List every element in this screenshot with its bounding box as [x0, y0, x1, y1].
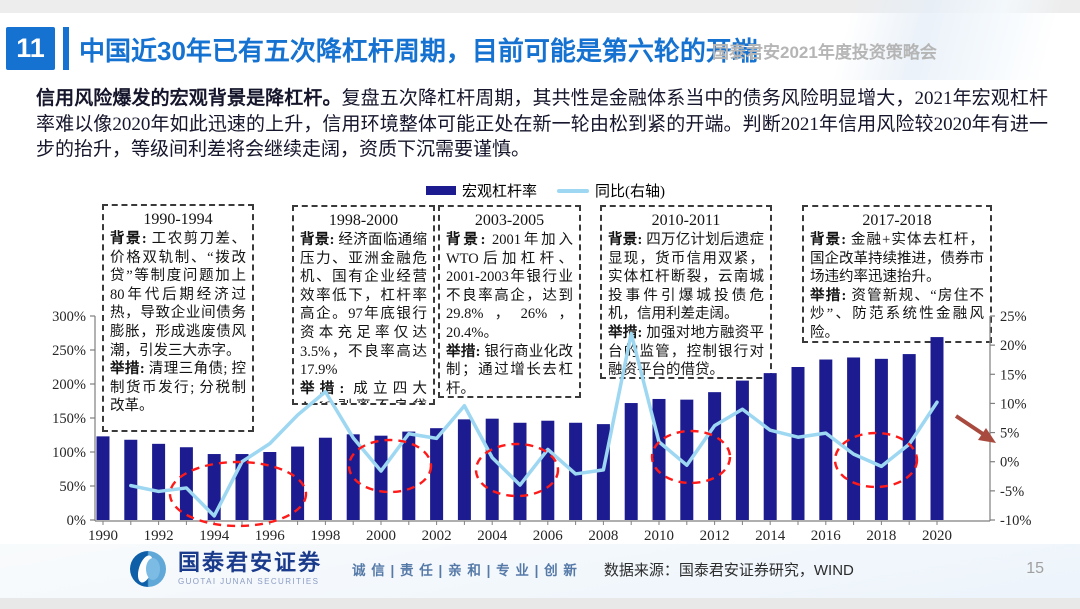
annotation-box-1990-1994: 1990-1994 背景: 工农剪刀差、价格双轨制、“拨改贷”等制度问题加上80… — [102, 204, 254, 432]
brand-name: 国泰君安证券 — [178, 550, 323, 575]
svg-text:2012: 2012 — [700, 528, 730, 544]
svg-text:300%: 300% — [52, 309, 86, 325]
annotation-box-1998-2000: 1998-2000 背景: 经济面临通缩压力、亚洲金融危机、国有企业经营效率低下… — [292, 205, 435, 405]
svg-text:2004: 2004 — [477, 528, 508, 544]
svg-text:2006: 2006 — [533, 528, 564, 544]
measures-text: 举措: 加强对地方融资平台的监管，控制银行对融资平台的借贷。 — [608, 324, 765, 379]
svg-text:1996: 1996 — [255, 528, 286, 544]
slide-title: 中国近30年已有五次降杠杆周期，目前可能是第六轮的开端 — [79, 36, 758, 66]
svg-text:5%: 5% — [1000, 426, 1019, 442]
svg-text:1994: 1994 — [199, 528, 230, 544]
svg-text:1990: 1990 — [88, 528, 118, 544]
measures-text: 举措: 资管新规、“房住不炒”、防范系统性金融风险。 — [810, 287, 984, 341]
top-right-decoration — [720, 0, 1080, 80]
svg-text:2008: 2008 — [588, 528, 618, 544]
svg-text:50%: 50% — [59, 479, 86, 495]
svg-text:20%: 20% — [1000, 338, 1027, 354]
background-text: 背景: 2001年加入WTO后加杠杆、2001-2003年银行业不良率高企，达到… — [446, 232, 573, 341]
annotation-box-2017-2018: 2017-2018 背景: 金融+实体去杠杆，国企改革持续推进，债券市场违约率迅… — [802, 205, 992, 343]
brand-block: 国泰君安证券 GUOTAI JUNAN SECURITIES — [178, 550, 323, 587]
svg-text:15%: 15% — [1000, 367, 1027, 383]
background-text: 背景: 工农剪刀差、价格双轨制、“拨改贷”等制度问题加上80年代后期经济过热，导… — [110, 231, 247, 359]
period-label: 1998-2000 — [328, 212, 399, 229]
slide-number-badge: 11 — [6, 27, 55, 70]
background-text: 背景: 金融+实体去杠杆，国企改革持续推进，债券市场违约率迅速抬升。 — [810, 232, 984, 286]
measures-text: 举措: 清理三角债; 控制货币发行; 分税制改革。 — [110, 361, 247, 415]
line-series-swatch — [557, 188, 590, 193]
conference-label: 国泰君安2021年度投资策略会 — [712, 43, 937, 62]
svg-text:250%: 250% — [52, 343, 86, 359]
page-number: 15 — [1026, 560, 1044, 577]
measures-text: 举措: 成立四大AMC剥离不良贷款。 — [300, 380, 427, 403]
svg-text:200%: 200% — [52, 377, 86, 393]
svg-text:2000: 2000 — [366, 528, 396, 544]
chart-legend: 宏观杠杆率 同比(右轴) — [426, 180, 665, 201]
footer-band-decoration — [0, 544, 1080, 598]
svg-text:-5%: -5% — [1000, 484, 1024, 500]
svg-text:0%: 0% — [1000, 455, 1019, 471]
legend-label-yoy: 同比(右轴) — [595, 184, 666, 200]
legend-item-leverage: 宏观杠杆率 — [426, 180, 537, 201]
legend-label-leverage: 宏观杠杆率 — [462, 184, 538, 200]
period-label: 2017-2018 — [862, 212, 932, 229]
annotation-box-2003-2005: 2003-2005 背景: 2001年加入WTO后加杠杆、2001-2003年银… — [438, 205, 581, 398]
svg-text:2016: 2016 — [811, 528, 842, 544]
bar-series-swatch — [426, 186, 456, 195]
svg-text:1998: 1998 — [310, 528, 340, 544]
svg-text:-10%: -10% — [1000, 513, 1031, 529]
bottom-strip-decoration — [0, 598, 1080, 609]
legend-item-yoy: 同比(右轴) — [557, 180, 665, 201]
annotation-box-2010-2011: 2010-2011 背景: 四万亿计划后遗症显现，货币信用双紧，实体杠杆断裂，云… — [600, 205, 772, 379]
measures-text: 举措: 银行商业化改制；通过增长去杠杆。 — [446, 343, 574, 397]
intro-lead: 信用风险爆发的宏观背景是降杠杆。 — [36, 88, 342, 109]
footer: 国泰君安证券 GUOTAI JUNAN SECURITIES 诚 信 | 责 任… — [130, 546, 1044, 592]
title-divider-bar — [63, 27, 69, 70]
background-text: 背景: 四万亿计划后遗症显现，货币信用双紧，实体杠杆断裂，云南城投事件引爆城投债… — [608, 232, 765, 323]
svg-text:2018: 2018 — [866, 528, 896, 544]
background-text: 背景: 经济面临通缩压力、亚洲金融危机、国有企业经营效率低下，杠杆率高企。97年… — [300, 232, 428, 379]
brand-slogan: 诚 信 | 责 任 | 亲 和 | 专 业 | 创 新 — [352, 563, 578, 578]
svg-text:2020: 2020 — [922, 528, 952, 544]
svg-text:25%: 25% — [1000, 309, 1027, 325]
svg-text:2014: 2014 — [755, 528, 786, 544]
period-label: 2010-2011 — [651, 212, 721, 229]
intro-body: 复盘五次降杠杆周期，其共性是金融体系当中的债务风险明显增大，2021年宏观杠杆率… — [36, 88, 1048, 160]
guotai-junan-logo-icon — [130, 551, 166, 587]
brand-name-en: GUOTAI JUNAN SECURITIES — [178, 577, 320, 586]
period-label: 2003-2005 — [474, 212, 545, 229]
svg-text:1992: 1992 — [144, 528, 174, 544]
svg-text:0%: 0% — [67, 513, 86, 529]
intro-paragraph: 信用风险爆发的宏观背景是降杠杆。复盘五次降杠杆周期，其共性是金融体系当中的债务风… — [36, 86, 1048, 163]
svg-text:100%: 100% — [52, 445, 86, 461]
svg-text:150%: 150% — [52, 411, 86, 427]
svg-text:2010: 2010 — [644, 528, 674, 544]
period-label: 1990-1994 — [143, 211, 213, 228]
svg-text:2002: 2002 — [422, 528, 452, 544]
data-source: 数据来源：国泰君安证券研究，WIND — [603, 561, 854, 579]
svg-text:10%: 10% — [1000, 396, 1027, 412]
